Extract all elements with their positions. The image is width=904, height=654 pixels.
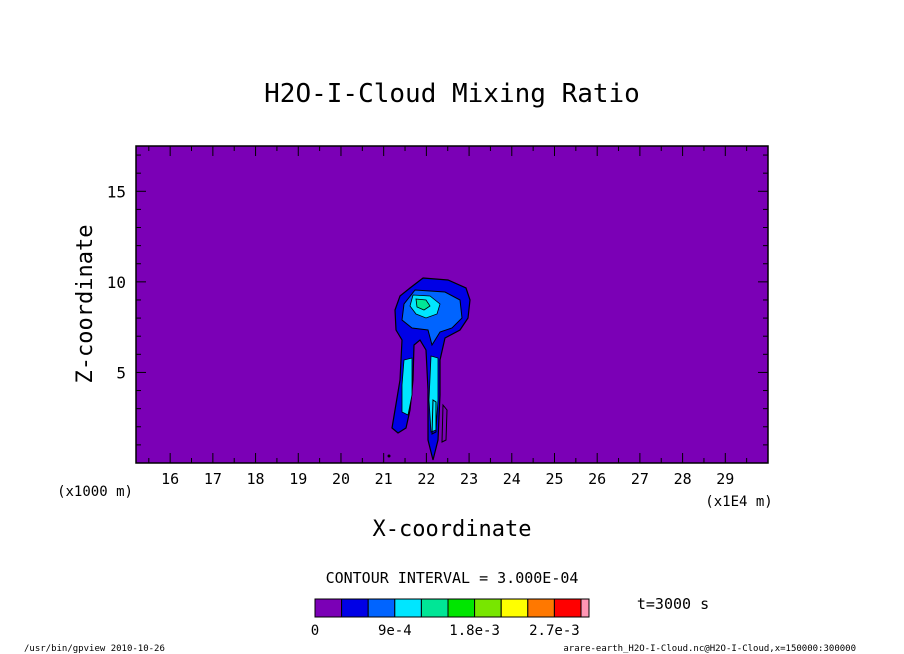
y-axis-ticks: 5 10 15 — [107, 154, 768, 446]
x-tick-label: 16 — [161, 470, 179, 488]
time-label: t=3000 s — [637, 595, 709, 613]
colorbar-swatch — [553, 598, 582, 618]
colorbar-swatch — [500, 598, 529, 618]
colorbar-label: 2.7e-3 — [529, 623, 580, 639]
cloud-contour-level-4 — [415, 298, 431, 311]
x-tick-label: 22 — [417, 470, 435, 488]
cloud-column-right-core — [431, 399, 448, 443]
x-tick-label: 24 — [503, 470, 521, 488]
cloud-column-left-inner — [401, 357, 413, 416]
colorbar-swatch — [527, 598, 555, 618]
colorbar-swatch — [580, 598, 590, 618]
x-tick-label: 25 — [545, 470, 563, 488]
x-tick-label: 23 — [460, 470, 478, 488]
y-tick-label: 15 — [107, 182, 126, 201]
footer-right: arare-earth_H2O-I-Cloud.nc@H2O-I-Cloud,x… — [563, 644, 856, 654]
colorbar-swatch — [394, 598, 422, 618]
x-tick-label: 19 — [289, 470, 307, 488]
chart-title: H2O-I-Cloud Mixing Ratio — [264, 79, 640, 109]
x-axis-ticks: 16 17 18 19 20 21 22 23 24 25 26 27 28 29 — [148, 146, 769, 488]
x-tick-label: 29 — [716, 470, 734, 488]
y-tick-label: 10 — [107, 273, 126, 292]
colorbar-swatch — [474, 598, 502, 618]
colorbar-swatch — [447, 598, 476, 618]
cloud-column-right-inner — [428, 355, 439, 433]
x-scale-label: (x1E4 m) — [705, 494, 772, 510]
x-tick-label: 26 — [588, 470, 606, 488]
x-axis-label: X-coordinate — [373, 517, 532, 542]
cloud-field — [387, 277, 471, 461]
colorbar-label: 9e-4 — [378, 623, 412, 639]
y-scale-label: (x1000 m) — [57, 484, 133, 500]
colorbar-label: 1.8e-3 — [449, 623, 500, 639]
cloud-speck — [387, 454, 391, 458]
colorbar-label: 0 — [311, 623, 319, 639]
colorbar-swatch — [314, 598, 343, 618]
footer-left: /usr/bin/gpview 2010-10-26 — [24, 644, 165, 654]
x-tick-label: 21 — [375, 470, 393, 488]
x-tick-label: 28 — [674, 470, 692, 488]
colorbar — [314, 598, 590, 618]
x-tick-label: 17 — [204, 470, 222, 488]
x-tick-label: 20 — [332, 470, 350, 488]
y-tick-label: 5 — [116, 363, 126, 382]
contour-interval: CONTOUR INTERVAL = 3.000E-04 — [326, 569, 579, 587]
colorbar-swatch — [367, 598, 396, 618]
x-tick-label: 27 — [631, 470, 649, 488]
colorbar-swatch — [420, 598, 449, 618]
y-axis-label: Z-coordinate — [73, 225, 98, 384]
x-tick-label: 18 — [247, 470, 265, 488]
colorbar-tick-labels: 0 9e-4 1.8e-3 2.7e-3 — [311, 623, 580, 639]
colorbar-swatch — [341, 598, 369, 618]
